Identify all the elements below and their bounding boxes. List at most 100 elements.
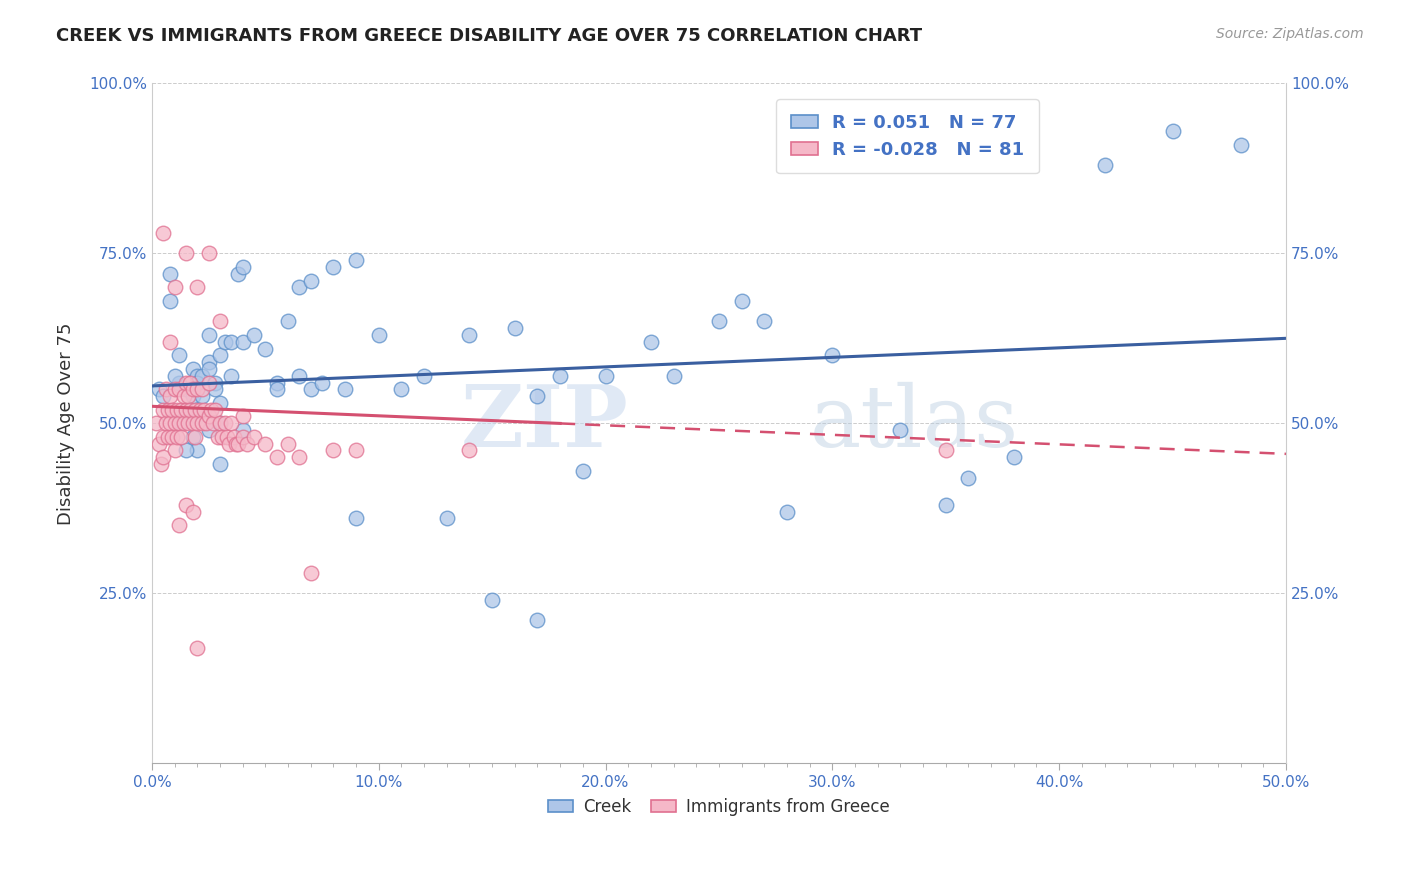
Point (458, 443, 481, 458)
Point (226, 436, 249, 450)
Point (266, 376, 288, 390)
Point (222, 430, 245, 444)
Point (186, 280, 208, 294)
Point (204, 382, 226, 396)
Point (288, 450, 311, 465)
Point (1161, 124, 1184, 138)
Point (197, 423, 219, 437)
Point (186, 417, 208, 431)
Point (159, 334, 181, 349)
Point (277, 314, 299, 328)
Point (167, 376, 190, 390)
Point (162, 430, 184, 444)
Point (184, 402, 207, 417)
Point (159, 389, 181, 403)
Point (179, 376, 201, 390)
Point (215, 430, 238, 444)
Point (481, 593, 503, 607)
Point (186, 382, 208, 396)
Point (155, 417, 177, 431)
Point (221, 334, 243, 349)
Point (288, 368, 311, 383)
Point (208, 417, 231, 431)
Text: Source: ZipAtlas.com: Source: ZipAtlas.com (1216, 27, 1364, 41)
Point (173, 417, 195, 431)
Point (299, 566, 322, 580)
Point (935, 443, 957, 458)
Point (322, 443, 344, 458)
Point (184, 430, 207, 444)
Point (311, 376, 333, 390)
Point (197, 355, 219, 369)
Point (391, 382, 413, 396)
Point (155, 382, 177, 396)
Text: ZIP: ZIP (461, 381, 628, 466)
Point (344, 443, 367, 458)
Point (159, 417, 181, 431)
Point (299, 382, 322, 396)
Text: CREEK VS IMMIGRANTS FROM GREECE DISABILITY AGE OVER 75 CORRELATION CHART: CREEK VS IMMIGRANTS FROM GREECE DISABILI… (56, 27, 922, 45)
Y-axis label: Disability Age Over 75: Disability Age Over 75 (58, 322, 75, 524)
Point (640, 334, 662, 349)
Point (174, 498, 197, 512)
Point (186, 409, 208, 424)
Point (191, 368, 214, 383)
Point (163, 280, 186, 294)
Point (207, 430, 229, 444)
Point (152, 226, 174, 240)
Point (166, 402, 188, 417)
Point (191, 417, 214, 431)
Point (202, 417, 225, 431)
Point (145, 417, 167, 431)
Point (730, 293, 752, 308)
Point (266, 382, 288, 396)
Point (226, 267, 249, 281)
Point (821, 348, 844, 362)
Point (167, 348, 190, 362)
Point (191, 389, 214, 403)
Point (776, 505, 799, 519)
Point (150, 457, 173, 471)
Point (232, 423, 254, 437)
Point (225, 436, 247, 450)
Point (208, 417, 231, 431)
Point (266, 450, 288, 465)
Point (344, 511, 367, 525)
Point (162, 402, 184, 417)
Point (458, 327, 481, 342)
Point (1094, 158, 1116, 172)
Point (503, 321, 526, 335)
Point (174, 376, 197, 390)
Point (935, 498, 957, 512)
Point (148, 436, 170, 450)
Point (208, 396, 231, 410)
Point (197, 409, 219, 424)
Point (299, 274, 322, 288)
Point (197, 327, 219, 342)
Point (181, 430, 204, 444)
Point (208, 348, 231, 362)
Point (197, 246, 219, 260)
Point (200, 402, 222, 417)
Point (254, 436, 277, 450)
Point (344, 253, 367, 268)
Point (288, 280, 311, 294)
Point (167, 518, 190, 533)
Point (188, 402, 211, 417)
Point (214, 334, 236, 349)
Point (595, 368, 617, 383)
Point (322, 260, 344, 274)
Point (173, 389, 195, 403)
Point (170, 402, 193, 417)
Point (214, 417, 236, 431)
Text: atlas: atlas (810, 382, 1019, 465)
Point (197, 376, 219, 390)
Point (170, 417, 193, 431)
Point (526, 614, 548, 628)
Point (163, 368, 186, 383)
Point (254, 342, 277, 356)
Point (195, 417, 218, 431)
Point (232, 334, 254, 349)
Point (197, 362, 219, 376)
Point (186, 640, 208, 655)
